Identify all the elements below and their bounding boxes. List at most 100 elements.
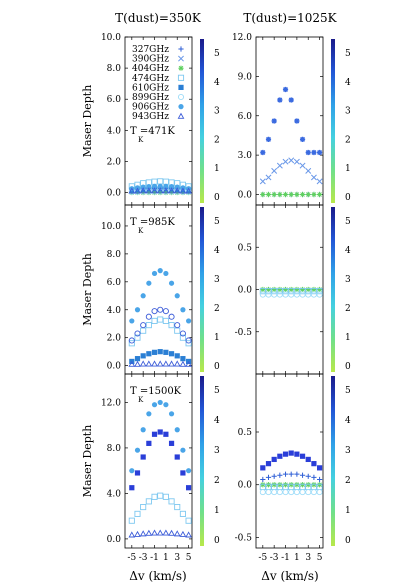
colorbar (331, 39, 335, 203)
data-point (276, 291, 283, 298)
data-point (128, 337, 135, 344)
data-point (311, 474, 317, 480)
data-point (129, 485, 135, 491)
data-point (260, 476, 266, 483)
data-point (288, 471, 294, 477)
data-point (288, 191, 294, 198)
data-point (157, 429, 163, 435)
data-point (180, 307, 186, 313)
data-point (134, 187, 141, 194)
colorbar-tick-label: 4 (214, 78, 220, 88)
column-title-left: T(dust)=350K (115, 11, 202, 25)
panel-0-1: 0.0 3.0 6.0 9.0 12.0 0 1 2 3 4 5 (232, 33, 351, 206)
data-point (134, 447, 141, 453)
data-point (180, 189, 186, 196)
data-point (134, 356, 141, 362)
y-tick-label: 12.0 (101, 398, 121, 408)
data-point (271, 118, 277, 124)
series-390GHz (259, 157, 323, 185)
y-tick-label: 9.0 (238, 72, 253, 82)
colorbar-tick-label: 3 (345, 107, 351, 117)
series-610GHz (129, 429, 192, 491)
data-point (294, 471, 300, 477)
series-943GHz (128, 187, 192, 194)
colorbar-tick-label: 0 (214, 536, 220, 546)
data-point (174, 353, 180, 359)
data-point (134, 330, 141, 337)
x-tick-label: -3 (270, 553, 279, 563)
data-point (276, 489, 283, 496)
colorbar-tick-label: 0 (214, 362, 220, 372)
data-point (305, 291, 312, 298)
colorbar-tick-label: 3 (345, 446, 351, 456)
legend-entry-label: 943GHz (132, 112, 169, 122)
data-point (146, 440, 152, 446)
data-point (151, 187, 158, 194)
data-point (271, 482, 277, 488)
legend-marker (178, 46, 184, 52)
data-point (151, 493, 158, 500)
data-point (185, 485, 192, 491)
x-tick-label: 5 (186, 553, 192, 563)
data-point (277, 482, 283, 488)
data-point (294, 286, 300, 293)
data-point (134, 530, 141, 537)
colorbar-tick-label: 3 (214, 446, 220, 456)
data-point (265, 489, 272, 496)
series-404GHz (260, 286, 323, 293)
data-point (163, 270, 169, 277)
data-point (299, 453, 306, 459)
y-tick-label: 0.5 (238, 428, 253, 438)
colorbar-tick-label: 4 (214, 246, 220, 256)
data-point (157, 316, 164, 323)
data-point (259, 489, 266, 496)
legend: 327GHz390GHz404GHz474GHz610GHz899GHz906G… (132, 45, 185, 122)
data-point (163, 349, 169, 355)
data-point (151, 349, 158, 355)
data-point (168, 187, 175, 194)
data-point (179, 330, 186, 337)
legend-entry-label: 610GHz (132, 83, 169, 93)
data-point (168, 411, 175, 417)
data-point (265, 461, 272, 467)
data-point (316, 291, 323, 298)
data-point (151, 308, 158, 315)
colorbar-tick-label: 1 (214, 333, 220, 343)
series-404GHz (260, 191, 323, 198)
data-point (311, 286, 317, 293)
data-point (299, 482, 306, 488)
data-point (288, 291, 295, 298)
data-point (185, 337, 192, 344)
data-point (128, 360, 136, 367)
temperature-annotation: T =471K (130, 126, 175, 137)
data-point (151, 188, 158, 195)
colorbar-tick-label: 3 (345, 275, 351, 285)
colorbar (200, 39, 204, 203)
data-point (288, 157, 295, 164)
data-point (168, 322, 175, 329)
data-point (305, 456, 311, 463)
series-899GHz (128, 306, 192, 344)
colorbar-tick-label: 0 (214, 193, 220, 203)
colorbar-tick-label: 4 (345, 416, 351, 426)
colorbar-tick-label: 1 (345, 164, 351, 174)
data-point (134, 470, 141, 476)
data-point (162, 187, 170, 194)
data-point (276, 162, 283, 169)
colorbar-tick-label: 2 (345, 476, 351, 486)
data-point (180, 356, 186, 362)
data-point (145, 187, 153, 194)
series-943GHz (128, 529, 192, 538)
y-tick-label: 6.0 (107, 278, 122, 288)
legend-marker (178, 65, 184, 71)
x-tick-label: -3 (139, 553, 148, 563)
data-point (179, 360, 187, 367)
data-point (316, 482, 323, 488)
panel-frame (124, 373, 193, 549)
colorbar-tick-label: 3 (214, 107, 220, 117)
legend-marker (177, 74, 185, 81)
x-tick-label: -1 (281, 553, 290, 563)
series-474GHz (128, 492, 192, 524)
data-point (168, 498, 175, 505)
